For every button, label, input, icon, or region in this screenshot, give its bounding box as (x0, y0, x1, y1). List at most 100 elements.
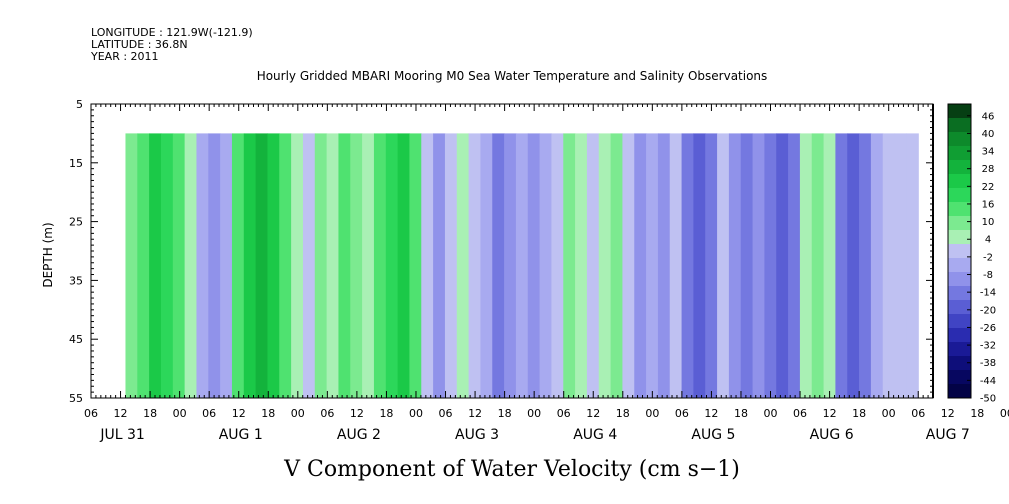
heatmap-cell (870, 133, 884, 398)
x-tick-label: 06 (202, 407, 216, 420)
heatmap-cell (267, 133, 280, 398)
heatmap-cell (551, 133, 564, 398)
x-day-label: JUL 31 (99, 427, 144, 443)
x-tick-label: 18 (616, 407, 630, 420)
heatmap-cell (504, 133, 517, 398)
x-tick-label: 12 (941, 407, 955, 420)
heatmap-cell (243, 133, 257, 398)
colorbar-label: 22 (982, 182, 995, 193)
heatmap-cell (776, 133, 789, 398)
heatmap-cell (681, 133, 695, 398)
x-tick-label: 06 (320, 407, 334, 420)
x-tick-label: 06 (911, 407, 925, 420)
colorbar-label: -32 (980, 341, 996, 352)
heatmap-cell (575, 133, 588, 398)
x-tick-label: 00 (409, 407, 423, 420)
x-tick-label: 18 (261, 407, 275, 420)
colorbar-swatch (948, 174, 971, 189)
x-tick-label: 12 (468, 407, 482, 420)
heatmap-cell (125, 133, 138, 398)
heatmap-cell (137, 133, 150, 398)
heatmap-cell (326, 133, 340, 398)
heatmap-cell (350, 133, 363, 398)
x-day-label: AUG 3 (455, 427, 499, 443)
heatmap-cell (669, 133, 683, 398)
heatmap-cell (740, 133, 754, 398)
colorbar-swatch (948, 258, 971, 273)
heatmap-cell (302, 133, 316, 398)
x-tick-label: 12 (586, 407, 600, 420)
y-tick-label: 5 (76, 98, 83, 111)
heatmap-cell (693, 133, 706, 398)
heatmap-cells (125, 133, 919, 398)
heatmap-cell (539, 133, 553, 398)
colorbar-swatch (948, 188, 971, 203)
x-day-label: AUG 4 (573, 427, 617, 443)
heatmap-cell (397, 133, 411, 398)
x-day-label: AUG 6 (810, 427, 854, 443)
heatmap-cell (764, 133, 777, 398)
colorbar: 46 40 34 28 22 16 10 4 -2 -8 -14 -20 -26 -32 -38 -44 -50 (947, 103, 996, 405)
colorbar-swatch (948, 370, 971, 385)
heatmap-cell (906, 133, 919, 398)
colorbar-label: 10 (982, 217, 995, 228)
colorbar-swatch (948, 104, 971, 119)
x-tick-label: 00 (1000, 407, 1009, 420)
colorbar-swatch (948, 146, 971, 161)
heatmap-cell (882, 133, 896, 398)
colorbar-label: -44 (980, 376, 996, 387)
heatmap-cell (728, 133, 742, 398)
heatmap-cell (196, 133, 209, 398)
x-tick-label: 18 (970, 407, 984, 420)
heatmap-cell (231, 133, 245, 398)
heatmap-cell (362, 133, 375, 398)
heatmap-cell (279, 133, 292, 398)
x-day-label: AUG 7 (926, 427, 970, 443)
colorbar-label: -38 (980, 358, 996, 369)
colorbar-swatch (948, 216, 971, 231)
x-tick-label: 18 (498, 407, 512, 420)
colorbar-swatch (948, 244, 971, 259)
colorbar-label: 34 (982, 147, 995, 158)
x-tick-label: 00 (882, 407, 896, 420)
x-tick-label: 12 (823, 407, 837, 420)
colorbar-swatch (948, 202, 971, 217)
x-tick-label: 00 (645, 407, 659, 420)
heatmap-cell (385, 133, 399, 398)
y-axis: 5 15 25 35 45 55 (69, 98, 933, 405)
colorbar-swatch (948, 230, 971, 245)
heatmap-cell (444, 133, 458, 398)
x-day-label: AUG 2 (337, 427, 381, 443)
colorbar-label: 40 (982, 129, 995, 140)
heatmap-cell (314, 133, 328, 398)
colorbar-swatch (948, 384, 971, 399)
heatmap-cell (657, 133, 671, 398)
x-tick-label: 06 (557, 407, 571, 420)
chart-title: Hourly Gridded MBARI Mooring M0 Sea Wate… (257, 69, 768, 83)
x-day-label: AUG 1 (219, 427, 263, 443)
heatmap-cell (598, 133, 612, 398)
heatmap-cell (220, 133, 233, 398)
colorbar-swatch (948, 118, 971, 133)
heatmap-cell (208, 133, 221, 398)
colorbar-label: -20 (980, 305, 996, 316)
heatmap-cell (799, 133, 813, 398)
colorbar-border (947, 103, 972, 399)
heatmap-cell (705, 133, 718, 398)
heatmap-cell (859, 133, 872, 398)
year-text: YEAR : 2011 (90, 50, 159, 63)
colorbar-label: 16 (982, 199, 995, 210)
colorbar-label: 28 (982, 164, 995, 175)
heatmap-cell (811, 133, 825, 398)
x-tick-label: 12 (704, 407, 718, 420)
latitude-text: LATITUDE : 36.8N (91, 38, 188, 51)
heatmap-cell (160, 133, 174, 398)
colorbar-label: -8 (983, 270, 993, 281)
heatmap-cell (421, 133, 434, 398)
heatmap-cell (823, 133, 836, 398)
heatmap-cell (255, 133, 269, 398)
heatmap-cell (149, 133, 162, 398)
heatmap-cell (563, 133, 576, 398)
heatmap-cell (634, 133, 647, 398)
colorbar-label: -14 (980, 288, 996, 299)
